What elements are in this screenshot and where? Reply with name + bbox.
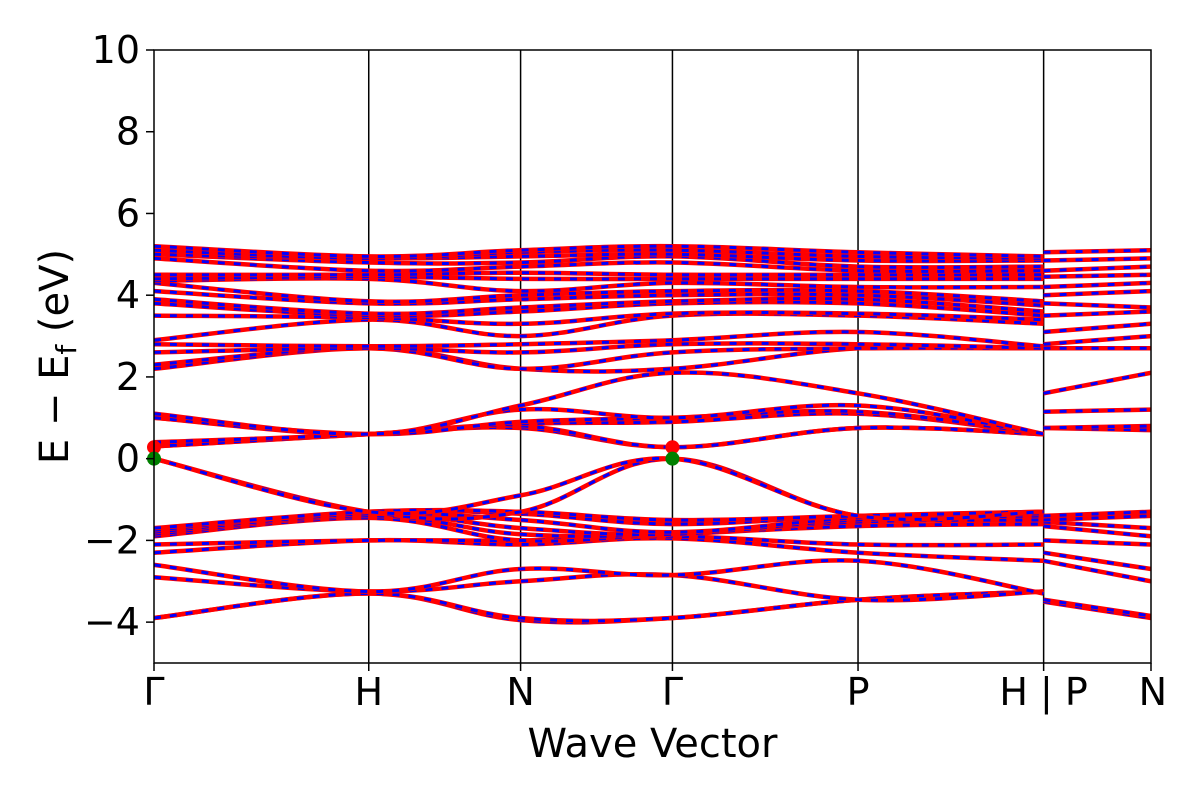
band-up-26	[153, 299, 1044, 319]
band-up-25	[153, 310, 1044, 327]
y-tick-label: −4	[84, 600, 140, 644]
band-up-32	[153, 270, 1044, 278]
band-pn-down-17	[1043, 301, 1152, 309]
x-tick-label: N	[1139, 670, 1167, 714]
x-tick-label: H	[354, 670, 383, 714]
y-axis-label-main: E − E	[32, 355, 78, 465]
y-axis-label: E − Ef (eV)	[32, 249, 83, 464]
band-down-13	[153, 456, 1044, 521]
band-pn-down-6	[1043, 520, 1152, 530]
y-tick-label: 6	[116, 191, 140, 235]
band-pn-down-18	[1043, 289, 1152, 297]
x-tick-label: P	[847, 670, 870, 714]
band-pn-down-21	[1043, 265, 1152, 273]
y-tick-label: 8	[116, 110, 140, 154]
band-up-37	[153, 243, 1044, 259]
band-up-13	[153, 456, 1044, 522]
band-pn-down-22	[1043, 256, 1152, 262]
band-pn-down-15	[1043, 322, 1152, 334]
band-pn-down-1	[1043, 598, 1152, 618]
x-axis-label: Wave Vector	[528, 721, 779, 767]
y-tick-label: 10	[92, 28, 140, 72]
y-axis-label-sub: f	[50, 344, 83, 355]
band-pn-down-10	[1043, 424, 1152, 430]
y-tick-label: 0	[116, 437, 140, 481]
band-pn-down-14	[1043, 334, 1152, 346]
band-up-11	[153, 507, 1044, 531]
band-up-12	[153, 456, 1044, 522]
band-up-1	[153, 589, 1044, 624]
y-tick-label: 2	[116, 355, 140, 399]
band-up-28	[153, 288, 1044, 308]
band-up-27	[153, 296, 1044, 317]
x-tick-label: Γ	[143, 670, 164, 714]
band-up-22	[153, 341, 1044, 355]
x-tick-label: H | P	[999, 670, 1087, 715]
band-pn-down-7	[1043, 514, 1152, 522]
band-up-34	[153, 252, 1044, 270]
band-up-36	[153, 247, 1044, 261]
y-ticks: −4 −2 0 2 4 6 8 10	[84, 28, 154, 644]
band-down-12	[153, 457, 1044, 521]
y-tick-label: 4	[116, 273, 140, 317]
band-pn-down-16	[1043, 310, 1152, 318]
band-up-33	[153, 256, 1044, 274]
band-pn-down-12	[1043, 371, 1152, 395]
band-down-19	[153, 371, 1044, 436]
band-pn-down-19	[1043, 281, 1152, 289]
y-axis-label-unit: (eV)	[32, 249, 78, 345]
band-pn-down-8	[1043, 510, 1152, 518]
x-tick-label: N	[506, 670, 534, 714]
band-up-3	[153, 558, 1044, 596]
plot-frame	[153, 49, 1152, 664]
band-pn-down-4	[1043, 538, 1152, 546]
bands	[153, 243, 1152, 625]
band-pn-down-20	[1043, 273, 1152, 279]
vbm-marker	[665, 451, 680, 466]
y-tick-label: −2	[84, 518, 140, 562]
band-pn-down-5	[1043, 524, 1152, 538]
x-tick-label: Γ	[662, 670, 683, 714]
band-pn-down-2	[1043, 559, 1152, 583]
band-up-23	[153, 329, 1044, 349]
band-pn-down-11	[1043, 408, 1152, 414]
cbm-marker	[665, 440, 680, 455]
x-ticks: Γ H N Γ P H | P N	[143, 663, 1167, 715]
band-pn-down-3	[1043, 551, 1152, 571]
band-pn-down-23	[1043, 248, 1152, 254]
band-up-29	[153, 280, 1044, 304]
